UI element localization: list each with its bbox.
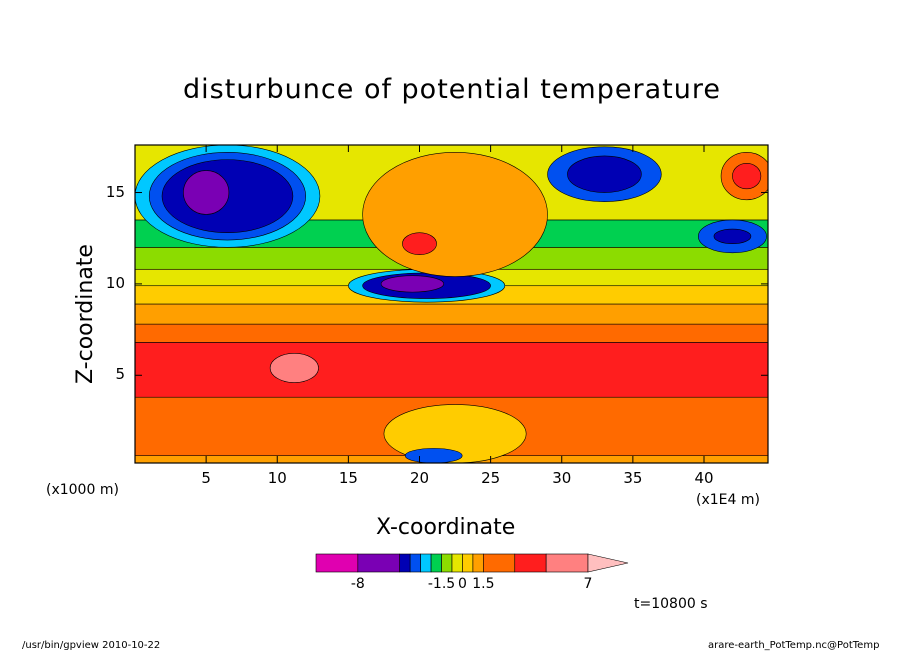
colorbar-label: 7 [583,576,593,592]
colorbar-cell-11 [514,553,547,573]
contour-band-3 [135,323,768,343]
warm-anomaly-14 [732,162,762,190]
colorbar-cell-4 [420,553,432,573]
y-tick-label: 5 [115,365,125,384]
warm-anomaly-15 [269,353,319,383]
warm-anomaly-7 [362,152,548,277]
footer-left: /usr/bin/gpview 2010-10-22 [22,640,161,651]
x-tick-label: 5 [201,469,211,487]
colorbar-cell-3 [409,553,421,573]
y-axis-label: Z-coordinate [73,244,98,384]
x-tick-label: 15 [338,469,358,487]
x-tick-label: 35 [623,469,643,487]
y-tick-label: 10 [105,273,125,292]
cold-anomaly-3 [183,170,230,215]
cold-anomaly-10 [567,155,642,193]
plot-frame [134,144,769,464]
x-tick-label: 20 [409,469,430,487]
contour-band-2 [135,342,768,398]
footer-right: arare-earth_PotTemp.nc@PotTemp [708,640,880,651]
colorbar-cell-8 [462,553,474,573]
colorbar-cell-7 [451,553,463,573]
colorbar [315,553,629,573]
colorbar-cell-9 [472,553,484,573]
colorbar-cell-10 [483,553,516,573]
colorbar-cell-2 [399,553,411,573]
x-tick-label: 25 [481,469,501,487]
colorbar-cell-0 [315,553,359,573]
cold-anomaly-6 [380,275,444,293]
warm-anomaly-8 [402,232,437,255]
colorbar-label: -1.5 [427,576,456,592]
convective-cell-17 [404,448,463,463]
chart-title: disturbunce of potential temperature [183,74,721,105]
contour-band-4 [135,303,768,325]
contour-field [135,145,768,463]
colorbar-label: 0 [457,576,467,592]
x-units-label: (x1E4 m) [696,492,760,508]
time-label: t=10800 s [634,596,708,612]
x-tick-label: 40 [694,469,714,487]
colorbar-label: 1.5 [472,576,495,592]
x-axis-label: X-coordinate [376,515,516,540]
colorbar-cell-5 [430,553,442,573]
x-tick-label: 10 [267,469,287,487]
colorbar-cell-12 [545,553,589,573]
colorbar-cell-1 [357,553,400,573]
colorbar-label: -8 [350,576,365,592]
x-tick-label: 30 [552,469,572,487]
y-tick-label: 15 [105,182,125,201]
axis-ticks [135,145,768,463]
y-units-label: (x1000 m) [46,482,119,498]
colorbar-extend-arrow [587,553,629,573]
cold-anomaly-12 [713,228,752,244]
colorbar-cell-6 [441,553,453,573]
